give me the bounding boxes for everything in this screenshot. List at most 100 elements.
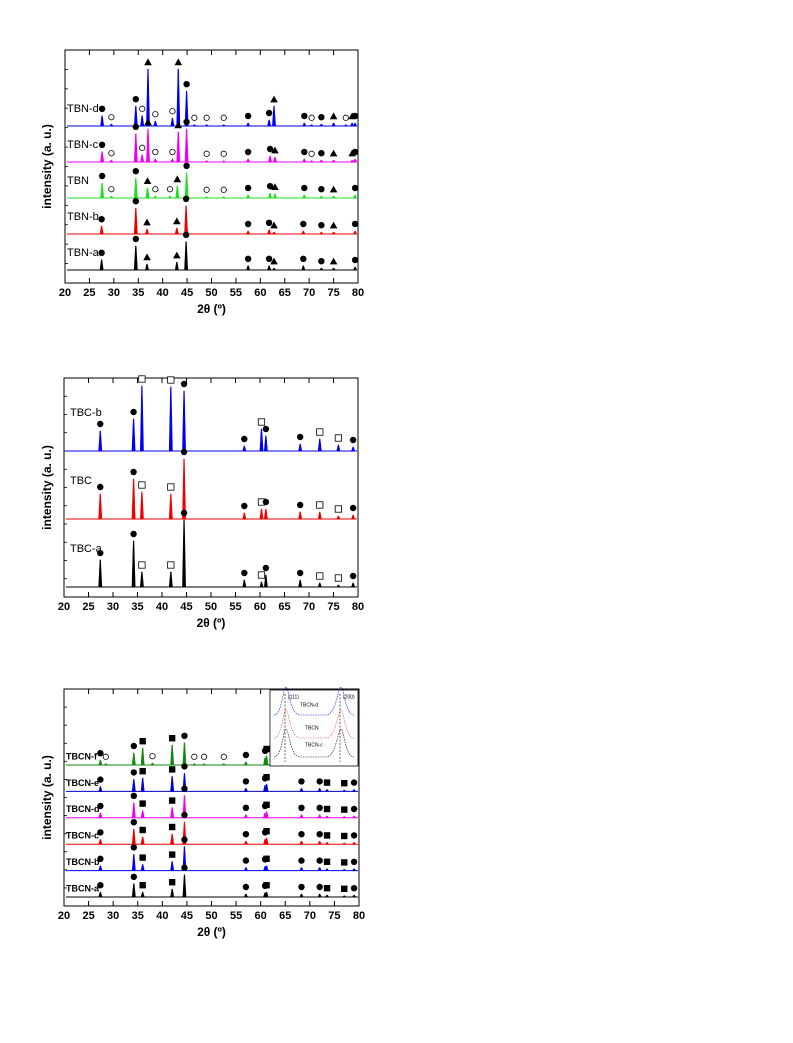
peak [343,124,349,127]
x-tick-label: 60 [254,287,266,299]
inset-curve [273,709,355,739]
phase-marker [203,186,210,193]
peak [324,894,330,898]
peak [140,115,145,127]
phase-marker [300,255,307,262]
peak [243,814,248,819]
phase-marker [351,256,359,264]
x-tick-label: 75 [327,601,339,613]
phase-marker [263,745,270,753]
phase-marker [139,105,146,112]
phase-marker [152,148,159,156]
peak [167,195,173,199]
phase-marker [329,221,338,229]
peak [221,763,227,766]
phase-marker [341,806,348,813]
peak [98,559,103,588]
phase-marker [108,114,115,121]
peak [324,868,330,871]
phase-marker [350,832,358,839]
phase-marker [298,883,305,891]
x-tick-label: 65 [279,287,291,299]
x-tick-label: 35 [131,601,143,613]
phase-marker [242,778,250,785]
peak [267,229,272,235]
phase-marker [244,184,252,192]
phase-marker [270,221,278,229]
phase-marker [341,832,348,840]
phase-marker [296,433,304,441]
phase-marker [270,257,278,265]
phase-marker [108,150,115,157]
peak [341,842,347,845]
peak [351,789,357,792]
peak [341,869,347,871]
phase-marker [262,564,270,572]
phase-marker [181,763,188,770]
phase-marker [98,172,106,180]
phase-marker [323,805,331,813]
peak [246,194,251,199]
phase-marker [301,184,308,192]
phase-marker [341,780,348,787]
phase-marker [271,183,279,190]
peak [170,807,175,819]
peak [98,865,103,871]
phase-marker [130,792,138,799]
series-label: TBN-c [67,139,99,151]
phase-marker [316,831,323,838]
x-tick-label: 75 [328,910,340,922]
peak [263,508,268,520]
peak [246,158,251,163]
phase-marker [183,118,190,126]
x-tick-label: 50 [205,910,217,922]
peak [264,865,269,871]
peak [221,124,227,127]
phase-marker [183,81,190,88]
series-label: TBN-d [67,103,99,115]
phase-marker [167,561,175,569]
peak [259,428,264,452]
peak [146,128,150,163]
peak [264,783,269,792]
peak [242,579,247,588]
phase-marker [323,858,331,865]
phase-marker [183,162,190,169]
phase-marker [220,186,227,193]
x-tick-label: 25 [82,910,94,922]
phase-marker [173,175,182,183]
phase-marker [349,436,357,444]
phase-marker [265,219,273,226]
inset-label: (200) [343,694,355,700]
peak [184,128,189,163]
peak [319,231,324,235]
phase-marker [144,118,152,126]
phase-marker [132,235,140,243]
peak [140,891,145,898]
phase-marker [296,501,304,509]
phase-marker [242,857,250,864]
series-label: TBC-a [70,543,103,555]
x-tick-label: 70 [303,601,315,613]
phase-marker [203,114,210,121]
peak [168,571,173,588]
peak [242,445,247,452]
phase-marker [271,146,279,154]
phase-marker [139,144,146,151]
peak [184,172,189,199]
phase-marker [298,831,305,838]
phase-marker [329,185,338,193]
phase-marker [318,186,325,193]
phase-marker [191,753,198,760]
x-tick-label: 40 [156,601,168,613]
phase-marker [132,96,140,103]
series-label: TBCN-c [66,831,99,841]
phase-marker [181,785,188,792]
phase-marker [173,251,181,259]
x-tick-label: 55 [230,910,242,922]
phase-marker [296,569,304,577]
peak [246,230,251,235]
inset-label: TBCN-d [300,702,318,708]
peak [133,105,138,127]
peak [133,133,138,163]
